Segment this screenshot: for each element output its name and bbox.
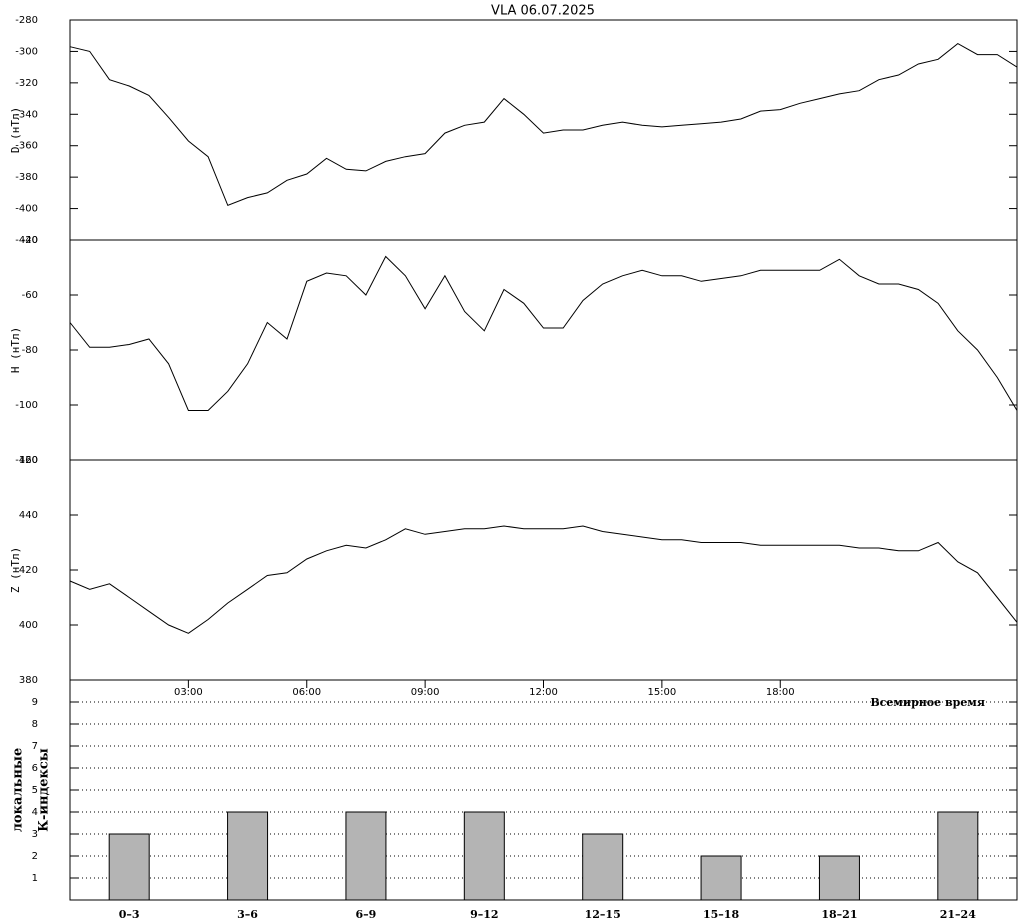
bar	[227, 811, 269, 901]
y-tick-label: 4	[32, 807, 38, 818]
y-tick-label: -100	[15, 400, 38, 411]
y-axis-label: D (нТл)	[9, 107, 22, 153]
x-tick-label: 21–24	[940, 908, 976, 921]
x-tick-label: 0–3	[119, 908, 140, 921]
y-tick-label: 1	[32, 873, 38, 884]
y-tick-label: 7	[32, 741, 38, 752]
y-tick-label: -280	[15, 15, 38, 26]
y-axis-label: Z (нТл)	[9, 547, 22, 593]
y-tick-label: -340	[15, 109, 38, 120]
y-tick-label: -40	[22, 235, 38, 246]
bar	[345, 811, 387, 901]
y-tick-label: -380	[15, 172, 38, 183]
y-tick-label: -400	[15, 204, 38, 215]
y-tick-label: -60	[22, 290, 38, 301]
x-tick-label: 3–6	[237, 908, 258, 921]
panel-frame	[69, 459, 1018, 681]
data-line	[69, 525, 1018, 634]
y-tick-label: -320	[15, 78, 38, 89]
x-tick-label: 12–15	[585, 908, 621, 921]
y-tick-label: 2	[32, 851, 38, 862]
x-tick-label: 18:00	[766, 687, 795, 698]
x-tick-label: 18–21	[821, 908, 857, 921]
y-tick-label: 5	[32, 785, 38, 796]
bar	[463, 811, 505, 901]
x-tick-label: 15:00	[647, 687, 676, 698]
bar	[700, 855, 742, 901]
x-tick-label: 6–9	[356, 908, 377, 921]
y-tick-label: 400	[19, 620, 38, 631]
y-tick-label: -300	[15, 46, 38, 57]
panel-frame	[69, 239, 1018, 461]
bar	[818, 855, 860, 901]
x-tick-label: 06:00	[292, 687, 321, 698]
x-tick-label: 15–18	[703, 908, 739, 921]
y-tick-label: 9	[32, 697, 38, 708]
y-axis-label: H (нТл)	[9, 327, 22, 373]
y-tick-label: 380	[19, 675, 38, 686]
y-tick-label: 3	[32, 829, 38, 840]
y-tick-label: -80	[22, 345, 38, 356]
bar	[108, 833, 150, 901]
y-tick-label: 6	[32, 763, 38, 774]
y-axis-label: К-индексы	[37, 748, 52, 832]
panel-frame	[69, 19, 1018, 241]
x-tick-label: 9–12	[470, 908, 498, 921]
y-axis-label: локальные	[11, 748, 26, 832]
bar	[937, 811, 979, 901]
y-tick-label: -420	[15, 235, 38, 246]
y-tick-label: -360	[15, 141, 38, 152]
y-tick-label: 420	[19, 565, 38, 576]
x-tick-label: 12:00	[529, 687, 558, 698]
bar	[582, 833, 624, 901]
data-line	[69, 255, 1018, 411]
chart-title: VLA 06.07.2025	[491, 4, 595, 19]
x-tick-label: 03:00	[174, 687, 203, 698]
y-tick-label: -120	[15, 455, 38, 466]
x-axis-label: Всемирное время	[870, 696, 985, 709]
y-tick-label: 8	[32, 719, 38, 730]
y-tick-label: 440	[19, 510, 38, 521]
data-line	[69, 42, 1018, 207]
y-tick-label: 460	[19, 455, 38, 466]
x-tick-label: 09:00	[411, 687, 440, 698]
